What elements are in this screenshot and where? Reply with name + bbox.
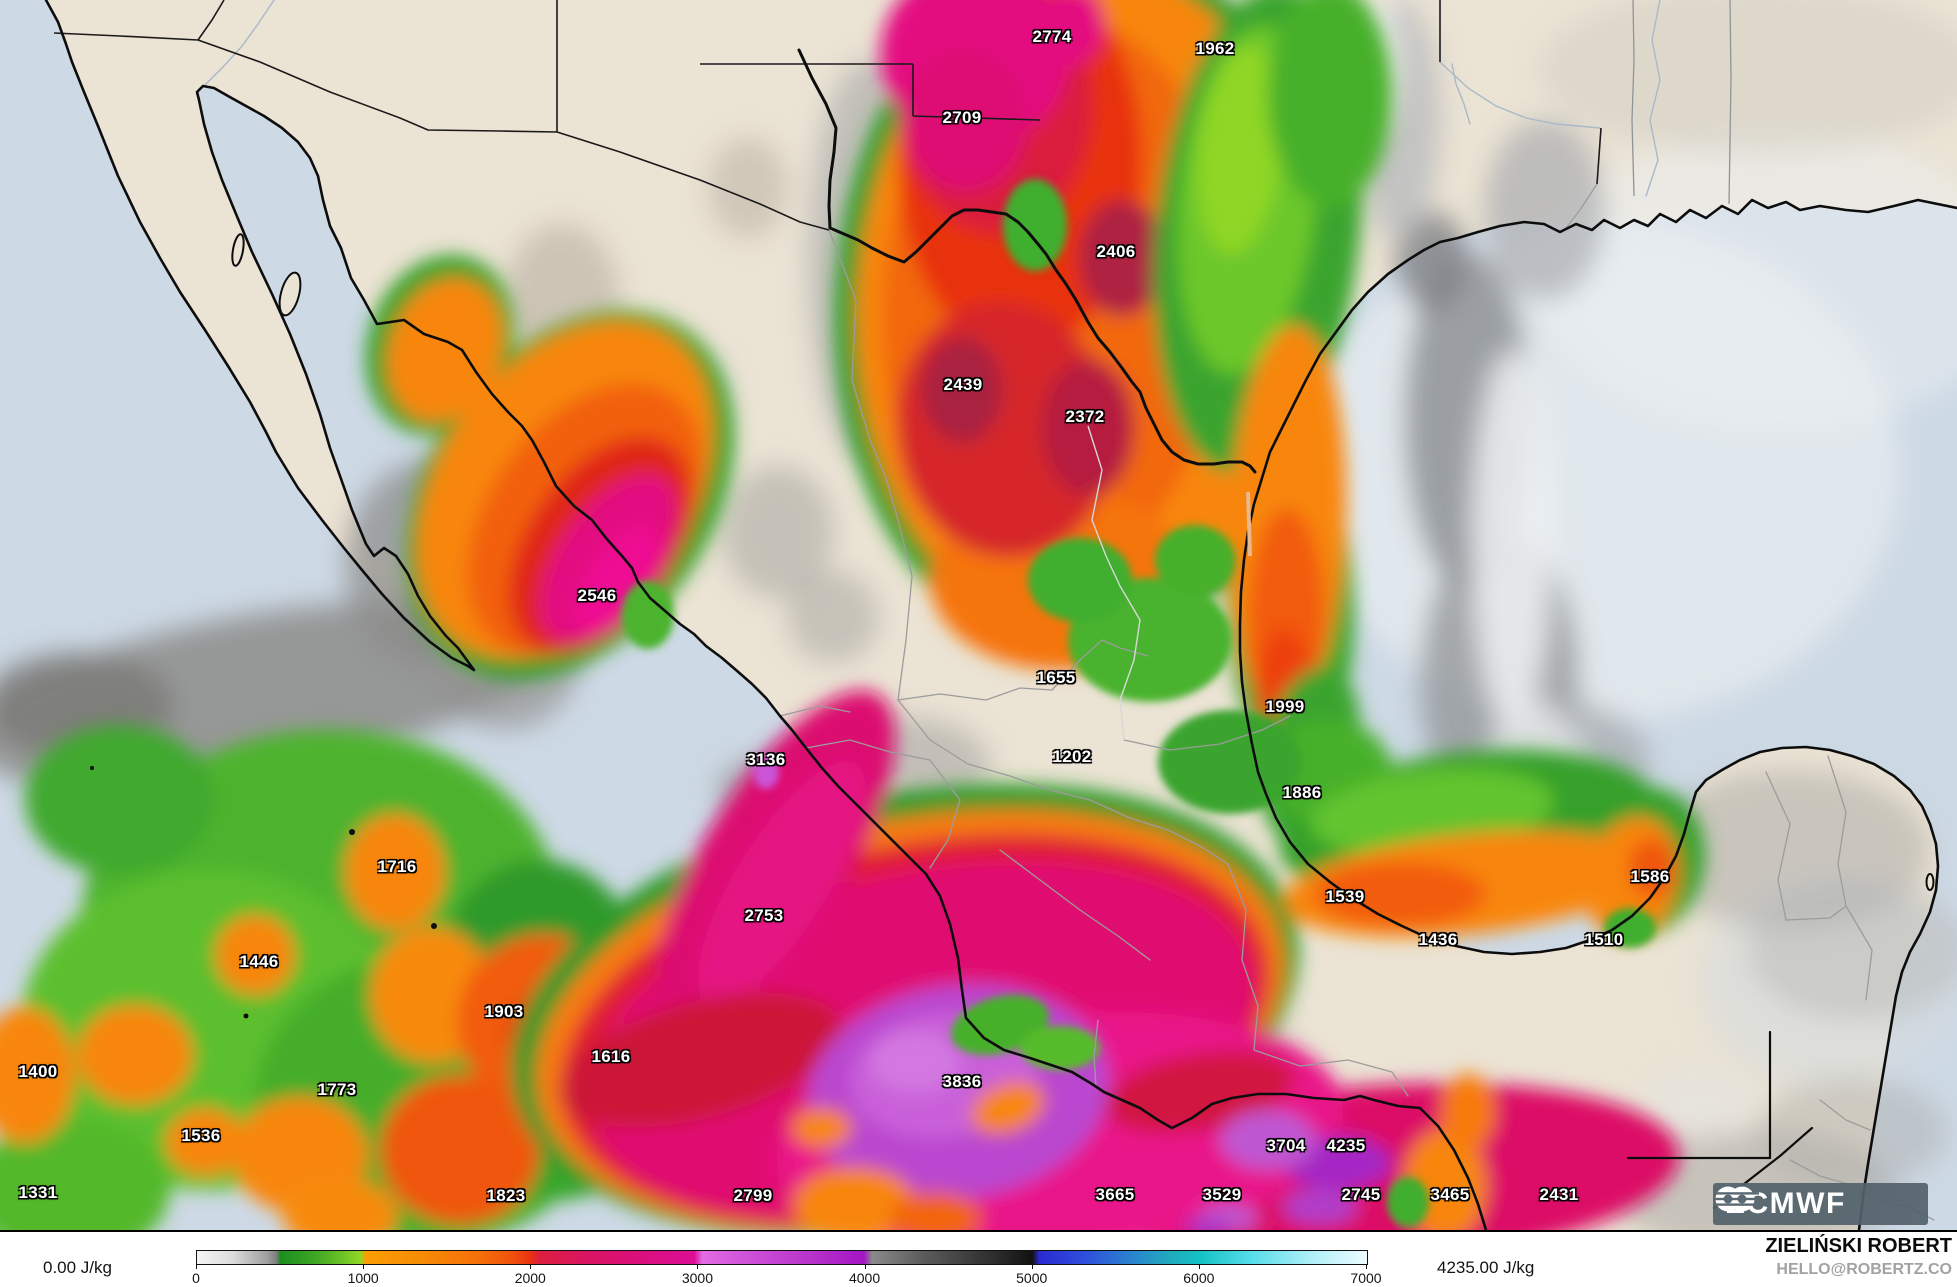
ecmwf-logo: ECMWF [1713, 1183, 1928, 1225]
legend-tick-label: 3000 [681, 1270, 713, 1286]
legend-tick-mark [530, 1264, 532, 1269]
state-border-highlight [1087, 425, 1141, 741]
legend-tick-label: 1000 [347, 1270, 379, 1286]
attribution-name: ZIELIŃSKI ROBERT [1765, 1235, 1952, 1257]
legend-tick-label: 4000 [848, 1270, 881, 1286]
islands [90, 233, 1935, 1019]
coastlines [44, 0, 1957, 1230]
cape-color-field [0, 0, 1705, 1230]
legend-max-value: 4235.00 J/kg [1437, 1258, 1535, 1277]
legend-tick-label: 2000 [514, 1270, 546, 1286]
rivers [199, 0, 1661, 197]
attribution-contact: HELLO@ROBERTZ.CO [1776, 1261, 1952, 1278]
legend-colorbar [196, 1250, 1368, 1265]
legend-tick-label: 5000 [1016, 1270, 1048, 1286]
cape-map-image: 2774 1962 2709 2406 2439 2372 2546 1655 1999 3136… [0, 0, 1957, 1232]
cape-color-spots [622, 179, 1656, 1227]
legend-tick-label: 0 [192, 1270, 200, 1286]
legend-min-value: 0.00 J/kg [43, 1258, 112, 1277]
legend-tick-label: 7000 [1350, 1270, 1382, 1286]
map-canvas [0, 0, 1957, 1230]
legend-tick-mark [363, 1264, 365, 1269]
legend-tick-mark [697, 1264, 699, 1269]
barrier-island [1246, 491, 1252, 557]
legend-tick-mark [1198, 1264, 1200, 1269]
ecmwf-logo-icon [1713, 1186, 1759, 1212]
legend-tick-mark [196, 1264, 197, 1269]
legend-tick-mark [1031, 1264, 1033, 1269]
legend-tick-mark [864, 1264, 866, 1269]
state-borders-us [53, 0, 1732, 231]
legend-tick-label: 6000 [1183, 1270, 1215, 1286]
state-borders-mx [779, 183, 1935, 1221]
legend-tick-mark [1366, 1264, 1367, 1269]
